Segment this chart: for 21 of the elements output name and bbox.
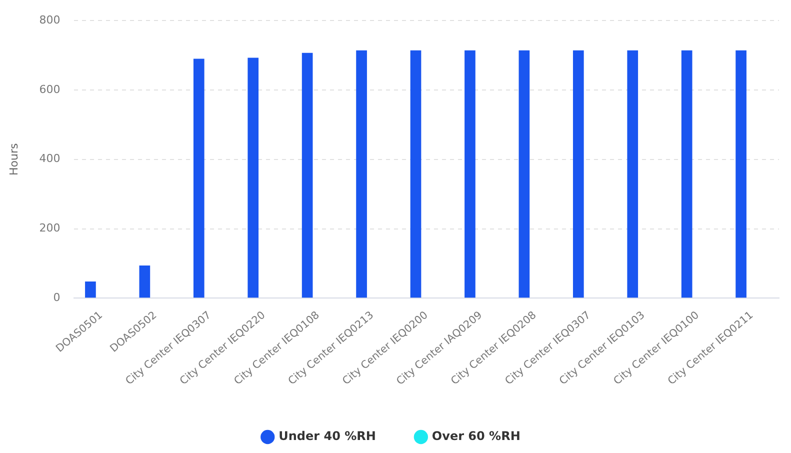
y-tick-label: 200	[39, 222, 60, 235]
bar	[139, 266, 150, 298]
y-tick-label: 400	[39, 152, 60, 166]
bar	[518, 50, 530, 298]
y-tick-label: 800	[39, 13, 60, 26]
bar	[627, 50, 638, 298]
bar	[302, 52, 313, 298]
bar	[193, 58, 204, 298]
y-tick-label: 600	[39, 82, 60, 96]
legend-label: Over 60 %RH	[432, 429, 520, 444]
bar	[464, 50, 476, 298]
bar	[356, 50, 367, 298]
y-axis-title: Hours	[7, 142, 20, 176]
y-tick-label: 0	[53, 290, 60, 304]
bar	[248, 58, 259, 298]
bar	[85, 281, 96, 298]
bar	[681, 50, 692, 298]
legend-label: Under 40 %RH	[278, 429, 376, 444]
bar	[572, 50, 584, 298]
bar	[736, 50, 746, 298]
bar	[410, 50, 422, 298]
